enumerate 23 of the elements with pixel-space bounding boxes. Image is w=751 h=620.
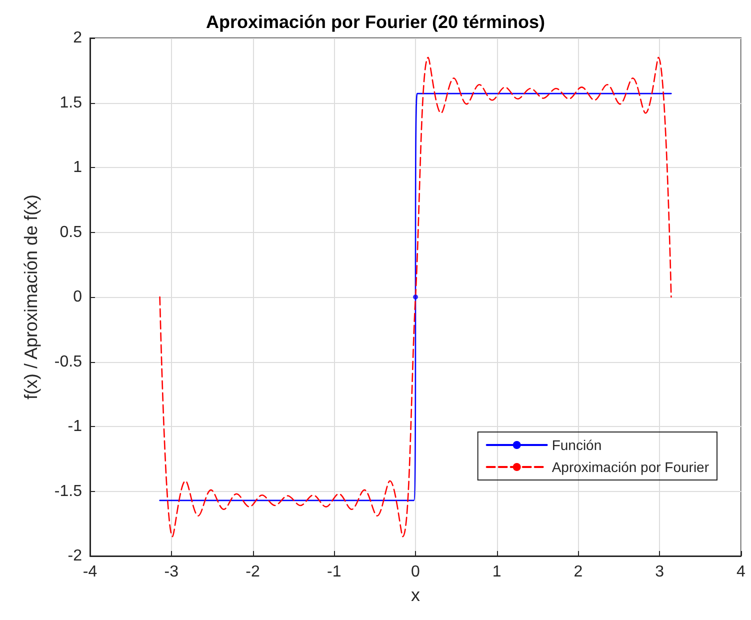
y-tick-label: 1	[73, 159, 82, 176]
x-tick-label: -1	[327, 564, 342, 580]
x-tick-label: 2	[574, 564, 583, 580]
y-tick-label: 0	[73, 288, 82, 306]
chart-title: Aproximación por Fourier (20 términos)	[206, 12, 546, 32]
x-tick-label: -3	[164, 564, 179, 580]
y-tick-label: -1	[68, 418, 82, 435]
y-axis-title: f(x) / Aproximación de f(x)	[21, 194, 41, 400]
y-tick-label: 0.5	[60, 224, 82, 241]
x-tick-label: 1	[492, 564, 502, 580]
legend-label: Función	[552, 437, 602, 453]
y-tick-label: -1.5	[54, 482, 82, 500]
legend-label: Aproximación por Fourier	[552, 459, 710, 475]
x-tick-label: 0	[411, 564, 420, 580]
y-tick-label: -2	[68, 548, 82, 564]
x-axis-title: x	[411, 585, 420, 605]
y-tick-label: 1.5	[60, 94, 82, 112]
x-tick-label: 3	[655, 564, 664, 580]
x-tick-label: -2	[246, 564, 260, 580]
y-tick-label: -0.5	[54, 353, 82, 370]
y-tick-label: 2	[73, 30, 82, 46]
x-tick-label: 4	[736, 564, 746, 580]
x-tick-label: -4	[82, 564, 98, 580]
